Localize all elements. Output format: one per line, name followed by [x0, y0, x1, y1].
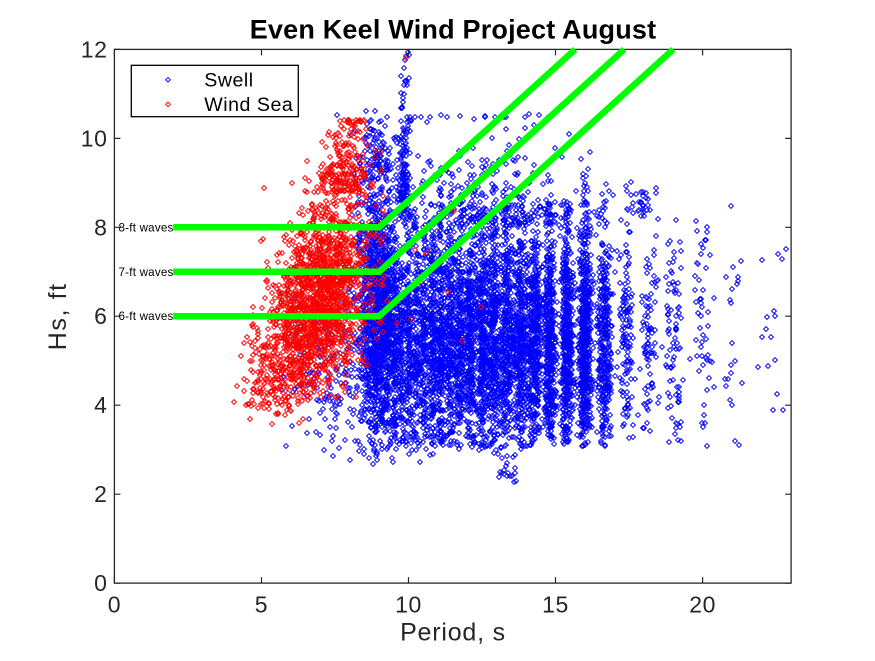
svg-text:5: 5 — [255, 592, 268, 618]
svg-text:6-ft waves: 6-ft waves — [119, 310, 174, 323]
svg-text:10: 10 — [395, 592, 422, 618]
svg-text:Wind Sea: Wind Sea — [204, 94, 293, 116]
svg-text:4: 4 — [94, 392, 107, 418]
svg-text:12: 12 — [81, 36, 108, 62]
svg-text:8: 8 — [94, 214, 107, 240]
svg-text:6: 6 — [94, 303, 107, 329]
svg-text:8-ft waves: 8-ft waves — [119, 221, 174, 234]
svg-text:Swell: Swell — [204, 70, 253, 92]
svg-text:Even Keel Wind Project August: Even Keel Wind Project August — [250, 15, 657, 45]
svg-text:2: 2 — [94, 481, 107, 507]
svg-text:15: 15 — [542, 592, 569, 618]
svg-text:10: 10 — [81, 125, 108, 151]
svg-text:Period, s: Period, s — [400, 619, 506, 647]
svg-text:Hs, ft: Hs, ft — [44, 282, 72, 350]
svg-text:0: 0 — [108, 592, 121, 618]
svg-text:7-ft waves: 7-ft waves — [119, 266, 174, 279]
svg-text:0: 0 — [94, 570, 107, 596]
svg-text:20: 20 — [689, 592, 716, 618]
